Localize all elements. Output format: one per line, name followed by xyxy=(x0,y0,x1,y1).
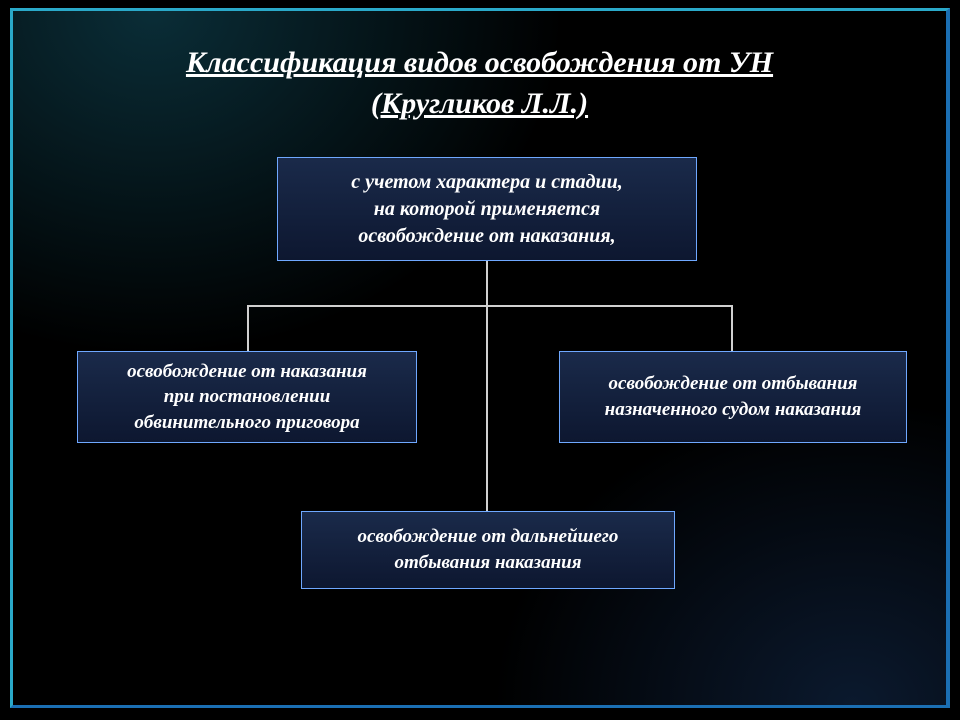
node-right: освобождение от отбывания назначенного с… xyxy=(559,351,907,443)
connector-center-drop xyxy=(486,305,488,511)
title-line-1: Классификация видов освобождения от УН xyxy=(186,46,773,79)
node-left: освобождение от наказания при постановле… xyxy=(77,351,417,443)
connector-horizontal-bar xyxy=(247,305,733,307)
connector-root-stub xyxy=(486,261,488,305)
title-line-2: (Кругликов Л.Л.) xyxy=(371,87,588,120)
slide-frame: Классификация видов освобождения от УН (… xyxy=(10,8,950,708)
node-root: с учетом характера и стадии, на которой … xyxy=(277,157,697,261)
slide-title: Классификация видов освобождения от УН (… xyxy=(13,43,946,124)
node-bottom: освобождение от дальнейшего отбывания на… xyxy=(301,511,675,589)
connector-right-drop xyxy=(731,305,733,351)
connector-left-drop xyxy=(247,305,249,351)
